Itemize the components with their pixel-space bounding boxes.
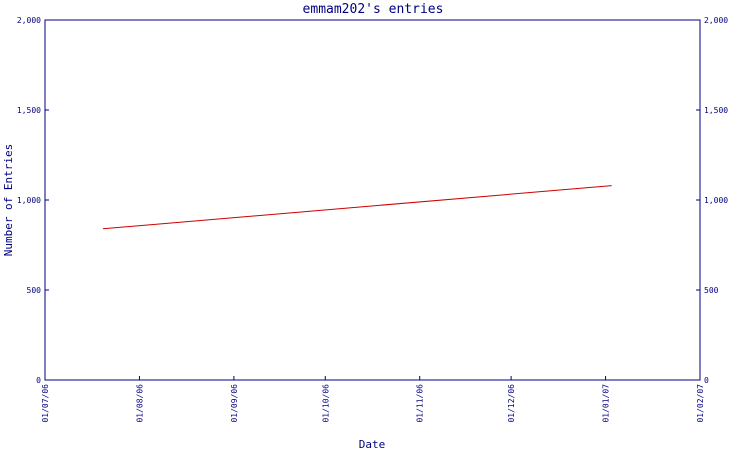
y-axis-title: Number of Entries <box>2 144 15 257</box>
y-axis-left: 0 500 1,000 1,500 2,000 <box>17 16 49 385</box>
x-tick-label: 01/07/06 <box>41 384 50 423</box>
x-tick-label: 01/08/06 <box>135 384 144 423</box>
y-tick-label-left: 500 <box>27 286 42 295</box>
series-line-0 <box>102 185 612 230</box>
y-tick-label-left: 0 <box>36 376 41 385</box>
y-tick-label-left: 1,500 <box>17 106 41 115</box>
x-tick-label: 01/10/06 <box>321 384 330 423</box>
chart-title: emmam202's entries <box>303 2 444 17</box>
x-tick-label: 01/12/06 <box>507 384 516 423</box>
series-layer <box>102 185 612 230</box>
y-tick-label-right: 1,500 <box>704 106 728 115</box>
y-tick-label-right: 0 <box>704 376 709 385</box>
y-tick-label-right: 2,000 <box>704 16 728 25</box>
x-tick-label: 01/02/07 <box>696 384 705 423</box>
x-axis-title: Date <box>359 438 386 450</box>
y-tick-label-right: 1,000 <box>704 196 728 205</box>
x-tick-label: 01/01/07 <box>602 384 611 423</box>
x-axis: 01/07/06 01/08/06 01/09/06 01/10/06 01/11/06… <box>41 376 705 423</box>
x-tick-label: 01/09/06 <box>230 384 239 423</box>
y-axis-right: 0 500 1,000 1,500 2,000 <box>696 16 728 385</box>
y-tick-label-left: 2,000 <box>17 16 41 25</box>
x-tick-label: 01/11/06 <box>416 384 425 423</box>
plot-area-frame <box>44 19 701 381</box>
y-tick-label-right: 500 <box>704 286 719 295</box>
y-tick-label-left: 1,000 <box>17 196 41 205</box>
